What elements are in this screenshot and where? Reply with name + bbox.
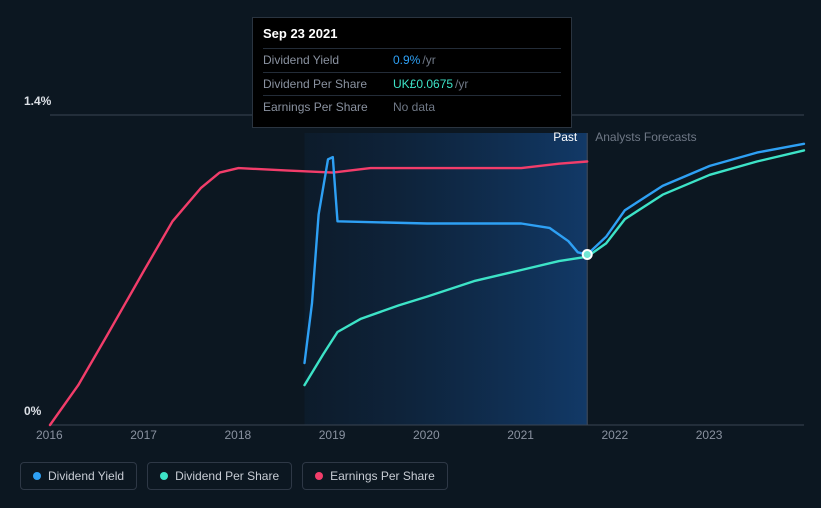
tooltip-row-label: Dividend Yield: [263, 51, 393, 70]
tooltip-date: Sep 23 2021: [263, 24, 561, 48]
y-tick-label: 0%: [24, 404, 41, 418]
tooltip-row-value: 0.9%: [393, 51, 420, 70]
x-tick-label: 2018: [225, 428, 252, 442]
x-tick-label: 2022: [602, 428, 629, 442]
legend-swatch: [315, 472, 323, 480]
past-region-label: Past: [553, 130, 577, 144]
chart-tooltip: Sep 23 2021 Dividend Yield0.9% /yrDivide…: [252, 17, 572, 128]
legend-label: Dividend Yield: [48, 469, 124, 483]
legend-item-earnings-per-share[interactable]: Earnings Per Share: [302, 462, 448, 490]
tooltip-row-label: Earnings Per Share: [263, 98, 393, 117]
legend-item-dividend-yield[interactable]: Dividend Yield: [20, 462, 137, 490]
cursor-marker: [583, 250, 592, 259]
chart-legend: Dividend Yield Dividend Per Share Earnings…: [20, 462, 448, 490]
x-tick-label: 2017: [130, 428, 157, 442]
x-tick-label: 2023: [696, 428, 723, 442]
tooltip-row-value: UK£0.0675: [393, 75, 453, 94]
legend-item-dividend-per-share[interactable]: Dividend Per Share: [147, 462, 292, 490]
tooltip-rows: Dividend Yield0.9% /yrDividend Per Share…: [263, 48, 561, 119]
x-tick-label: 2019: [319, 428, 346, 442]
x-tick-label: 2016: [36, 428, 63, 442]
tooltip-row: Earnings Per ShareNo data: [263, 95, 561, 119]
past-region-shade: [304, 133, 587, 425]
tooltip-row: Dividend Yield0.9% /yr: [263, 48, 561, 72]
legend-label: Earnings Per Share: [330, 469, 435, 483]
tooltip-row-unit: /yr: [455, 75, 468, 94]
x-tick-label: 2021: [507, 428, 534, 442]
forecast-region-label: Analysts Forecasts: [595, 130, 696, 144]
tooltip-row-unit: /yr: [422, 51, 435, 70]
y-tick-label: 1.4%: [24, 94, 51, 108]
tooltip-row-value: No data: [393, 98, 435, 117]
legend-swatch: [160, 472, 168, 480]
x-tick-label: 2020: [413, 428, 440, 442]
legend-label: Dividend Per Share: [175, 469, 279, 483]
legend-swatch: [33, 472, 41, 480]
tooltip-row: Dividend Per ShareUK£0.0675 /yr: [263, 72, 561, 96]
tooltip-row-label: Dividend Per Share: [263, 75, 393, 94]
